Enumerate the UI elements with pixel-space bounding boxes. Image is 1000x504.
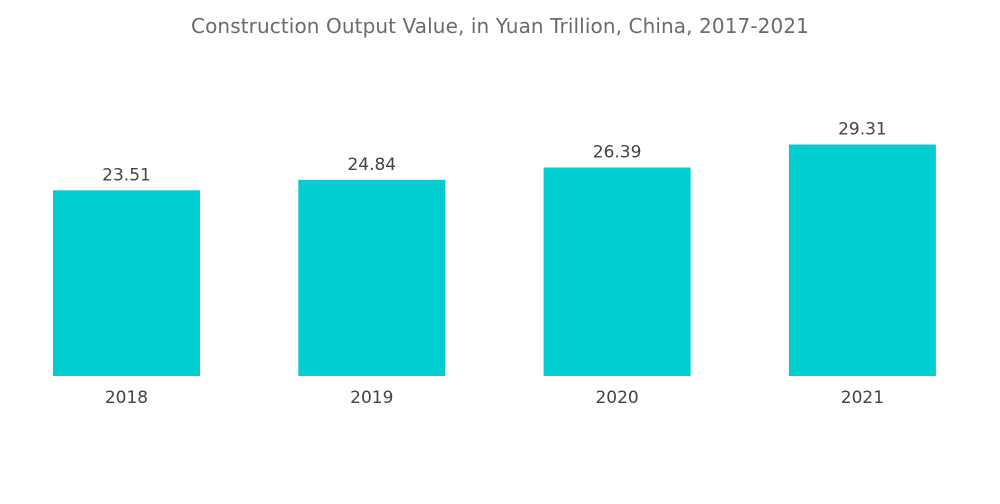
data-label-2020: 26.39 [593, 143, 642, 163]
data-label-2021: 29.31 [838, 120, 887, 140]
bar-2019 [298, 179, 446, 376]
bars-group [53, 144, 936, 376]
bar-2021 [788, 144, 936, 376]
data-labels-group: 23.51 24.84 26.39 29.31 [102, 120, 887, 186]
data-label-2018: 23.51 [102, 165, 151, 185]
x-tick-label-2021: 2021 [841, 388, 884, 408]
x-tick-label-2020: 2020 [595, 388, 638, 408]
bar-2018 [53, 190, 200, 376]
x-tick-label-2019: 2019 [350, 388, 393, 408]
chart-title: Construction Output Value, in Yuan Trill… [191, 14, 809, 38]
x-tick-label-2018: 2018 [105, 388, 148, 408]
bar-2020 [543, 167, 691, 376]
data-label-2019: 24.84 [347, 155, 396, 175]
x-axis-ticks-group: 2018 2019 2020 2021 [105, 388, 884, 408]
